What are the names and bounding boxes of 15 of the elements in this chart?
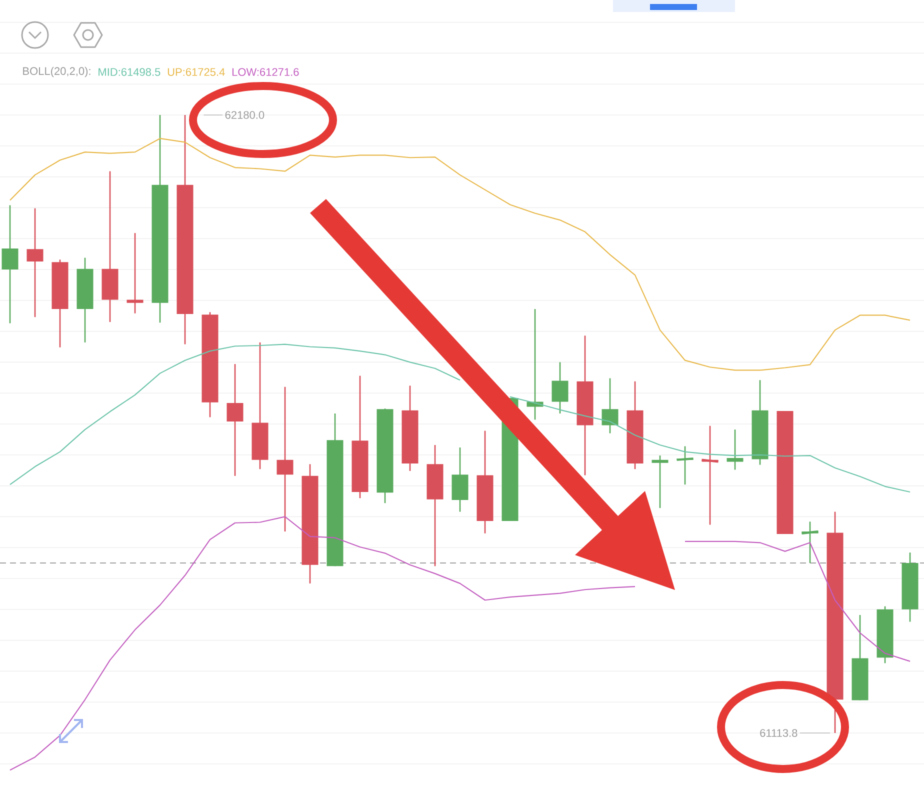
- candlestick: [726, 428, 744, 470]
- text: UP:61725.4: [168, 68, 225, 76]
- candlestick: [602, 378, 618, 434]
- candlestick: [126, 232, 144, 314]
- candlestick: [2, 204, 18, 324]
- candlestick: [552, 362, 568, 414]
- candlestick: [26, 208, 44, 318]
- text: LOW:61271.6: [232, 68, 299, 76]
- annotation: 61113.8: [760, 729, 798, 737]
- candlestick: [652, 454, 668, 509]
- annotation: 62180.0: [225, 111, 264, 119]
- text: MID:61498.5: [98, 68, 160, 76]
- candlestick: [276, 386, 294, 532]
- legend-title: BOLL(20,2,0):: [23, 66, 90, 78]
- candlestick: [226, 363, 244, 477]
